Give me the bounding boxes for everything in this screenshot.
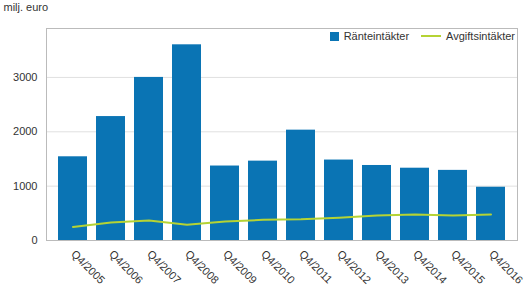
svg-text:Q4/2011: Q4/2011 (297, 248, 335, 286)
svg-text:2000: 2000 (13, 125, 37, 137)
svg-text:Q4/2012: Q4/2012 (335, 248, 373, 286)
svg-text:Q4/2010: Q4/2010 (259, 248, 297, 286)
svg-text:Q4/2007: Q4/2007 (145, 248, 183, 286)
svg-text:Q4/2005: Q4/2005 (69, 248, 107, 286)
svg-text:Q4/2008: Q4/2008 (183, 248, 221, 286)
html-text:Ränteintäkter: Ränteintäkter (343, 30, 410, 42)
svg-text:Q4/2013: Q4/2013 (373, 248, 411, 286)
svg-text:Q4/2014: Q4/2014 (411, 248, 449, 286)
html-text:Avgiftsintäkter: Avgiftsintäkter (446, 30, 515, 42)
svg-text:Q4/2016: Q4/2016 (487, 248, 525, 286)
svg-text:Q4/2009: Q4/2009 (221, 248, 259, 286)
svg-text:1000: 1000 (13, 180, 37, 192)
svg-text:Q4/2015: Q4/2015 (449, 248, 487, 286)
svg-text:3000: 3000 (13, 71, 37, 83)
svg-text:Q4/2006: Q4/2006 (107, 248, 145, 286)
svg-text:milj. euro: milj. euro (4, 1, 49, 13)
svg-text:0: 0 (31, 234, 37, 246)
